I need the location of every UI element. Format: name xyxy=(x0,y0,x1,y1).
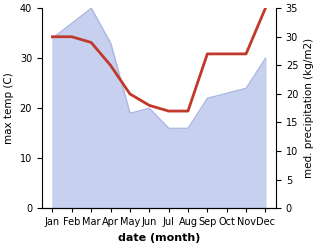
Y-axis label: med. precipitation (kg/m2): med. precipitation (kg/m2) xyxy=(304,38,314,178)
X-axis label: date (month): date (month) xyxy=(118,233,200,243)
Y-axis label: max temp (C): max temp (C) xyxy=(4,72,14,144)
